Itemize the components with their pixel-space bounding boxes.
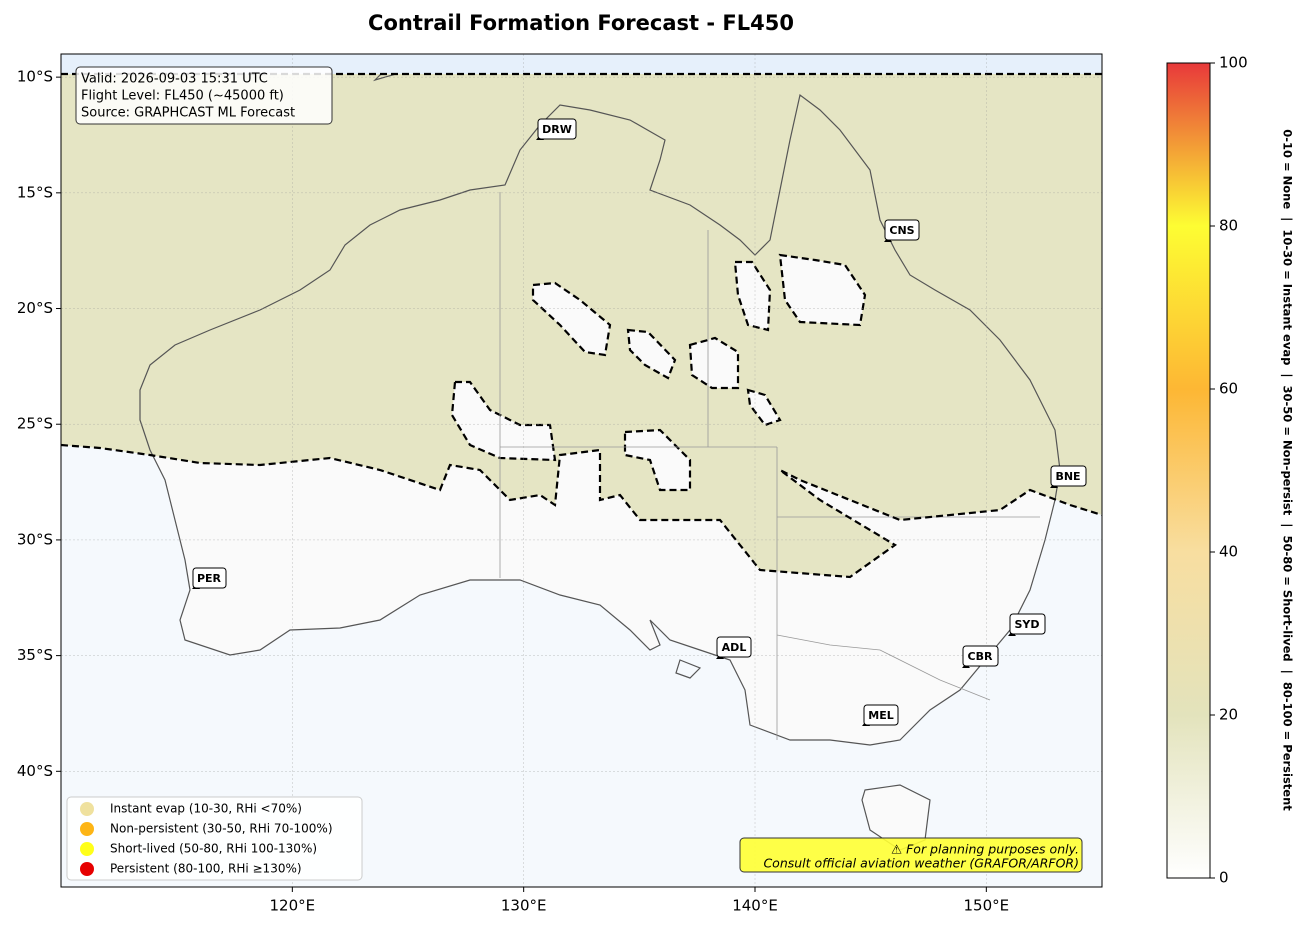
legend-swatch (80, 842, 94, 856)
x-tick-label: 150°E (964, 897, 1010, 915)
city: MEL (862, 704, 899, 726)
city: CNS (884, 219, 920, 242)
city: ADL (716, 636, 752, 659)
y-tick-label: 40°S (17, 762, 53, 780)
city: DRW (536, 118, 577, 140)
city: SYD (1008, 613, 1046, 636)
city-label: BNE (1055, 470, 1080, 483)
legend-swatch (80, 822, 94, 836)
title: Contrail Formation Forecast - FL450 (368, 11, 794, 35)
disclaimer-line: Consult official aviation weather (GRAFO… (763, 856, 1079, 871)
contour-holes (450, 253, 867, 492)
city: CBR (962, 645, 999, 668)
colorbar-tick-label: 80 (1219, 217, 1238, 235)
colorbar-tick-label: 40 (1219, 543, 1238, 561)
city: BNE (1050, 465, 1087, 488)
legend-label: Non-persistent (30-50, RHi 70-100%) (110, 822, 333, 836)
y-tick-label: 25°S (17, 415, 53, 433)
legend-items: Instant evap (10-30, RHi <70%) Non-persis… (80, 802, 333, 876)
y-tick-label: 10°S (17, 68, 53, 86)
y-tick-label: 20°S (17, 299, 53, 317)
x-tick-label: 140°E (732, 897, 778, 915)
y-tick-label: 35°S (17, 646, 53, 664)
y-tick-label: 30°S (17, 530, 53, 548)
legend-swatch (80, 862, 94, 876)
city-label: SYD (1014, 618, 1039, 631)
colorbar-tick-label: 60 (1219, 380, 1238, 398)
contour-line (61, 443, 1102, 579)
city-label: CBR (968, 650, 993, 663)
city-label: MEL (868, 709, 893, 722)
colorbar-tick-label: 100 (1219, 54, 1248, 72)
city-label: ADL (722, 641, 747, 654)
info-line: Flight Level: FL450 (~45000 ft) (81, 89, 284, 104)
map-area (61, 54, 1102, 887)
legend: Instant evap (10-30, RHi <70%) Non-persis… (66, 796, 363, 881)
city: PER (192, 567, 227, 589)
grid (61, 54, 1102, 887)
info-line: Source: GRAPHCAST ML Forecast (81, 106, 295, 121)
colorbar-tick-label: 0 (1219, 869, 1229, 887)
disclaimer-line: ⚠ For planning purposes only. (891, 842, 1079, 857)
state-borders (499, 192, 1040, 740)
info-box: Valid: 2026-09-03 15:31 UTC Flight Level… (75, 66, 333, 125)
city-label: PER (197, 572, 222, 585)
info-line: Valid: 2026-09-03 15:31 UTC (81, 72, 268, 87)
disclaimer: ⚠ For planning purposes only. Consult of… (739, 837, 1083, 873)
x-tick-label: 120°E (270, 897, 316, 915)
colorbar-label: 0-10 = None | 10-30 = Instant evap | 30-… (1281, 129, 1295, 811)
x-tick-label: 130°E (501, 897, 547, 915)
city-label: DRW (542, 123, 572, 136)
city-label: CNS (889, 224, 914, 237)
legend-label: Persistent (80-100, RHi ≥130%) (110, 862, 302, 876)
legend-swatch (80, 802, 94, 816)
legend-label: Instant evap (10-30, RHi <70%) (110, 802, 302, 816)
cities: DRW CNS BNE PER ADL SYD CBR MEL (192, 118, 1087, 726)
legend-label: Short-lived (50-80, RHi 100-130%) (110, 842, 317, 856)
colorbar-tick-label: 20 (1219, 706, 1238, 724)
colorbar (1166, 62, 1211, 879)
plot-frame (60, 53, 1103, 888)
y-tick-label: 15°S (17, 183, 53, 201)
